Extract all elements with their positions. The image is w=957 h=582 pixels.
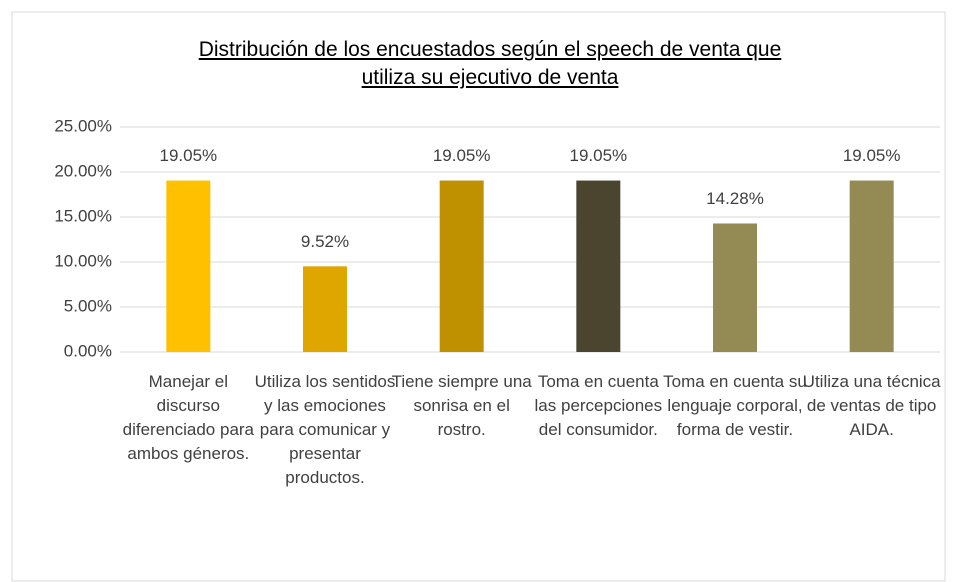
bar bbox=[303, 266, 347, 352]
y-tick-label: 25.00% bbox=[54, 116, 112, 135]
x-tick-label: Toma en cuenta las percepciones del cons… bbox=[534, 372, 663, 439]
y-tick-label: 0.00% bbox=[64, 341, 112, 360]
data-label: 9.52% bbox=[301, 232, 349, 251]
chart-frame bbox=[11, 11, 946, 582]
bar bbox=[713, 223, 757, 352]
data-label: 19.05% bbox=[843, 146, 901, 165]
chart-title: Distribución de los encuestados según el… bbox=[198, 38, 782, 89]
y-tick-label: 15.00% bbox=[54, 206, 112, 225]
x-tick-label: Manejar el discurso diferenciado para am… bbox=[122, 372, 255, 463]
x-tick-label: Toma en cuenta su lenguaje corporal, for… bbox=[663, 372, 807, 439]
data-label: 19.05% bbox=[433, 146, 491, 165]
x-tick-label: Utiliza una técnica de ventas de tipo AI… bbox=[802, 372, 941, 439]
data-label: 19.05% bbox=[159, 146, 217, 165]
y-tick-label: 10.00% bbox=[54, 251, 112, 270]
data-label: 19.05% bbox=[569, 146, 627, 165]
y-tick-label: 5.00% bbox=[64, 296, 112, 315]
x-tick-label: Utiliza los sentidos y las emociones par… bbox=[254, 372, 396, 487]
bar bbox=[166, 180, 211, 352]
bar bbox=[849, 180, 894, 352]
bar bbox=[439, 180, 484, 352]
bar bbox=[576, 180, 621, 352]
data-label: 14.28% bbox=[706, 189, 764, 208]
y-tick-label: 20.00% bbox=[54, 161, 112, 180]
x-tick-label: Tiene siempre una sonrisa en el rostro. bbox=[391, 372, 532, 439]
